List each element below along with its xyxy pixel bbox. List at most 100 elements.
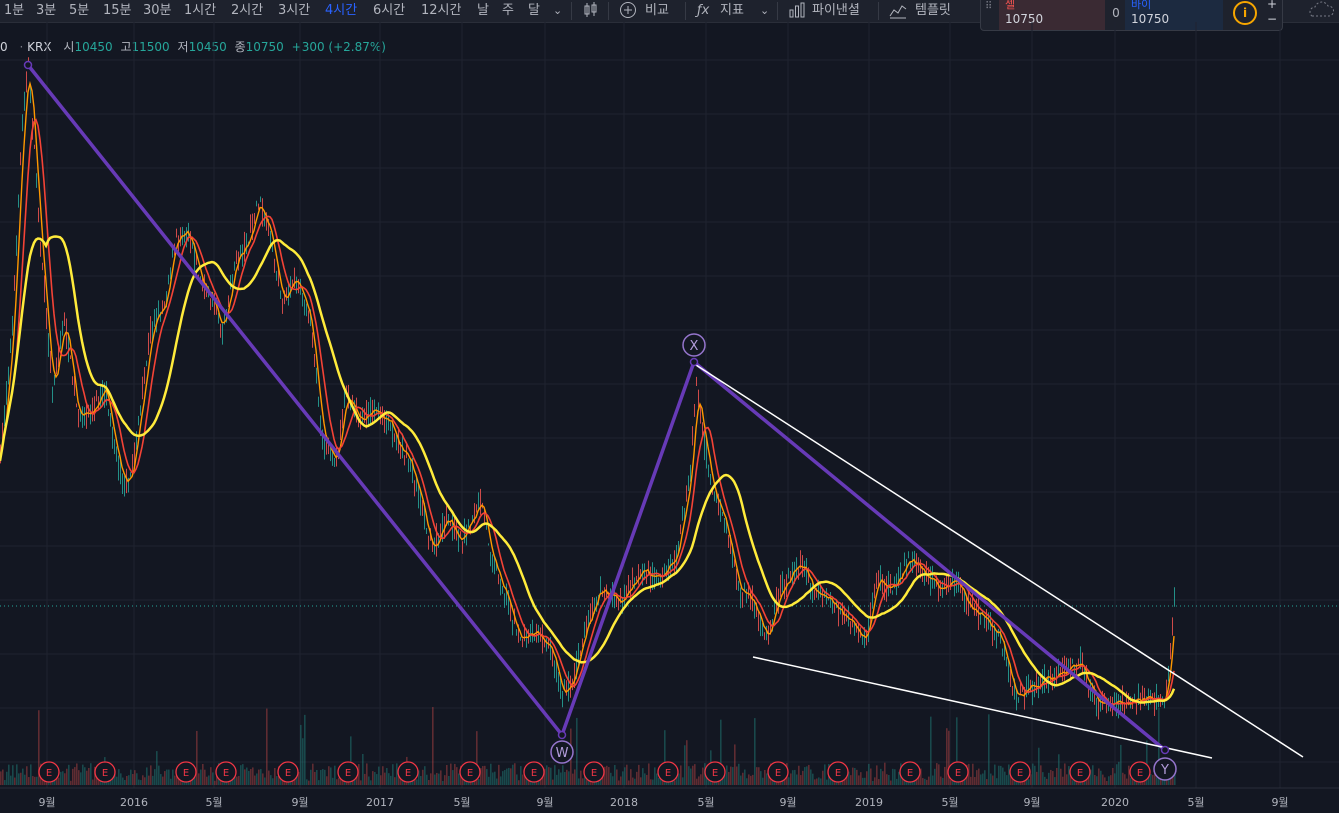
volume-bar — [480, 768, 482, 785]
volume-bar — [564, 772, 566, 785]
interval-12h[interactable]: 12시간 — [421, 3, 462, 18]
volume-bar — [10, 775, 12, 785]
volume-bar — [316, 769, 318, 785]
interval-4h[interactable]: 4시간 — [325, 3, 358, 18]
indicators-button[interactable]: 지표 — [720, 3, 744, 18]
volume-bar — [446, 765, 448, 785]
compare-button[interactable]: 비교 — [645, 3, 669, 18]
zoom-out-button[interactable]: − — [1267, 12, 1278, 26]
volume-bar — [960, 780, 962, 785]
volume-bar — [38, 710, 40, 785]
interval-week[interactable]: 주 — [502, 3, 514, 18]
interval-1m[interactable]: 1분 — [4, 3, 25, 18]
volume-bar — [732, 767, 734, 785]
volume-bar — [818, 777, 820, 785]
volume-bar — [382, 766, 384, 785]
volume-bar — [830, 775, 832, 785]
financials-icon[interactable] — [788, 1, 806, 21]
volume-bar — [260, 769, 262, 785]
interval-day[interactable]: 날 — [477, 3, 489, 18]
volume-bar — [20, 772, 22, 785]
templates-icon[interactable] — [889, 1, 907, 21]
interval-5m[interactable]: 5분 — [69, 3, 90, 18]
zoom-in-button[interactable]: + — [1267, 0, 1278, 11]
x-tick-label: 2017 — [366, 796, 394, 809]
interval-6h[interactable]: 6시간 — [373, 3, 406, 18]
sell-button[interactable]: 셀 10750 — [999, 0, 1105, 30]
volume-bar — [432, 707, 434, 785]
volume-bar — [620, 776, 622, 785]
volume-bar — [130, 769, 132, 785]
volume-bar — [156, 751, 158, 785]
earnings-marker: E — [285, 768, 291, 779]
volume-bar — [408, 780, 410, 785]
volume-bar — [128, 775, 130, 785]
drag-handle-icon[interactable]: ⠿ — [985, 1, 993, 12]
indicators-fx-icon[interactable]: ƒx — [697, 3, 710, 18]
volume-bar — [978, 768, 980, 785]
quantity-value[interactable]: 0 — [1112, 6, 1120, 20]
interval-month[interactable]: 달 — [528, 3, 540, 18]
volume-bar — [582, 778, 584, 785]
volume-bar — [60, 771, 62, 785]
financials-button[interactable]: 파이낸셜 — [812, 3, 860, 18]
volume-bar — [692, 765, 694, 785]
volume-bar — [702, 767, 704, 785]
volume-bar — [136, 773, 138, 785]
volume-bar — [310, 769, 312, 785]
volume-bar — [1104, 777, 1106, 785]
volume-bar — [206, 776, 208, 785]
info-icon[interactable]: i — [1233, 1, 1257, 25]
volume-bar — [680, 765, 682, 785]
interval-2h[interactable]: 2시간 — [231, 3, 264, 18]
volume-bar — [308, 780, 310, 785]
volume-bar — [244, 769, 246, 785]
toolbar-divider — [685, 2, 686, 20]
volume-bar — [132, 774, 134, 785]
volume-bar — [416, 779, 418, 785]
templates-button[interactable]: 템플릿 — [915, 3, 951, 18]
volume-bar — [980, 774, 982, 785]
interval-3h[interactable]: 3시간 — [278, 3, 311, 18]
interval-1h[interactable]: 1시간 — [184, 3, 217, 18]
volume-bar — [968, 763, 970, 785]
compare-plus-icon[interactable] — [619, 1, 637, 21]
earnings-marker-circle — [38, 761, 60, 783]
volume-bar — [330, 767, 332, 785]
volume-bar — [16, 764, 18, 785]
candles — [0, 57, 1175, 720]
chevron-down-icon[interactable]: ⌄ — [553, 4, 563, 17]
earnings-marker-circle — [583, 761, 605, 783]
volume-bar — [1072, 780, 1074, 785]
earnings-marker-circle — [175, 761, 197, 783]
chevron-down-icon[interactable]: ⌄ — [760, 4, 770, 17]
volume-bar — [988, 714, 990, 785]
volume-bar — [942, 777, 944, 785]
volume-bar — [648, 763, 650, 785]
interval-15m[interactable]: 15분 — [103, 3, 132, 18]
volume-bar — [140, 780, 142, 785]
interval-30m[interactable]: 30분 — [143, 3, 172, 18]
volume-bar — [36, 776, 38, 785]
cloud-icon[interactable] — [1305, 1, 1335, 21]
volume-bar — [78, 770, 80, 785]
volume-bar — [32, 776, 34, 785]
interval-3m[interactable]: 3분 — [36, 3, 57, 18]
price-chart[interactable]: W X Y E E E E E E E E E E E E E E E E E E E 9월 2016 5월 9월 2017 5월… — [0, 22, 1339, 813]
volume-bar — [820, 778, 822, 785]
volume-bar — [1028, 779, 1030, 785]
volume-bar — [240, 765, 242, 785]
volume-bar — [434, 774, 436, 785]
volume-bar — [544, 768, 546, 785]
candles-icon[interactable] — [583, 1, 599, 21]
volume-bar — [30, 764, 32, 785]
volume-bar — [868, 763, 870, 785]
earnings-marker-circle — [215, 761, 237, 783]
volume-bar — [1124, 774, 1126, 785]
volume-bar — [116, 776, 118, 785]
volume-bar — [794, 769, 796, 785]
volume-bar — [114, 770, 116, 785]
buy-button[interactable]: 바이 10750 — [1125, 0, 1223, 30]
legend-exchange[interactable]: KRX — [27, 40, 52, 54]
volume-bar — [1052, 771, 1054, 785]
